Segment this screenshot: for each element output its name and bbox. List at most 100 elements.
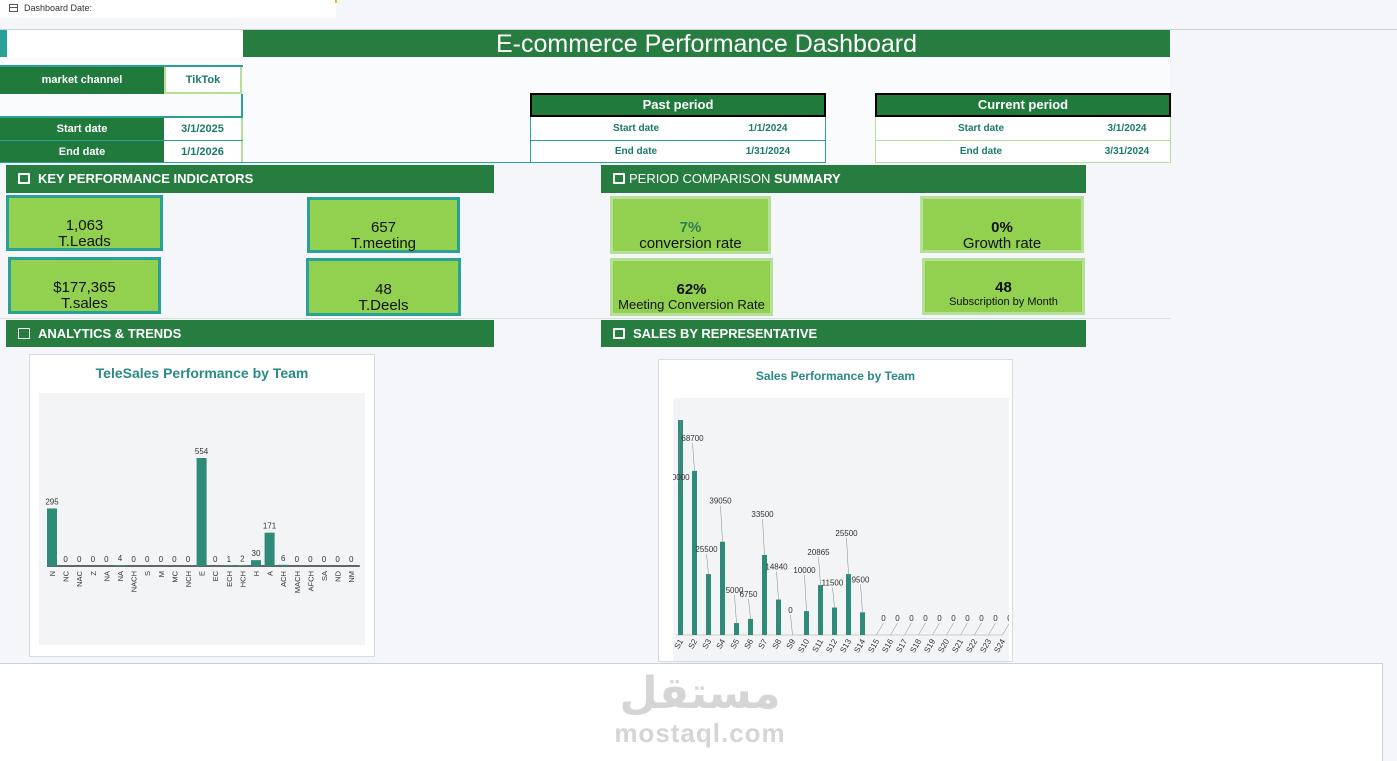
tick-label: S24 [992, 637, 1007, 654]
bar [196, 458, 207, 566]
comparison-value: 7% [679, 219, 702, 236]
tick-label: NACH [130, 571, 139, 592]
tick-label: NAC [75, 570, 84, 586]
divider [0, 162, 531, 163]
bar [762, 554, 767, 635]
leader-line [918, 622, 926, 636]
calendar-icon [9, 4, 18, 12]
bar [846, 574, 851, 635]
box-icon [613, 328, 625, 339]
past-start-label: Start date [612, 123, 660, 134]
data-label: 0 [923, 614, 928, 623]
data-label: 0 [909, 614, 914, 623]
tick-label: M [157, 571, 166, 577]
market-channel-select[interactable]: TikTok [164, 67, 242, 94]
plot-area: 295 N 0 NC 0 NAC 0 Z 0 NA 4 NA 0 NACH 0 S 0 M 0 MC 0 NCH 554 E 0… [39, 393, 365, 645]
tick-label: MACH [293, 571, 302, 593]
tick-label: AFCH [306, 571, 315, 591]
data-label: 11500 [822, 579, 844, 588]
past-period-title: Past period [530, 93, 826, 117]
data-label: 14840 [765, 563, 788, 572]
kpi-label: T.meeting [350, 235, 417, 252]
tick-label: S9 [785, 637, 798, 650]
data-label: 0 [951, 614, 956, 623]
chart-icon [18, 328, 30, 339]
watermark: مستقل mostaql.com [560, 668, 840, 748]
tick-label: S6 [743, 637, 756, 650]
tick-label: NCH [184, 571, 193, 587]
comparison-label: Subscription by Month [949, 296, 1058, 308]
tick-label: EC [211, 570, 220, 581]
data-label: 25500 [695, 545, 718, 554]
analytics-section-title: ANALYTICS & TRENDS [38, 326, 182, 341]
bar [734, 623, 739, 635]
current-start-value: 3/1/2024 [1107, 123, 1147, 134]
bar [264, 532, 275, 566]
tick-label: S2 [687, 637, 700, 650]
end-date-input[interactable]: 1/1/2026 [164, 141, 243, 163]
data-label: 554 [195, 447, 209, 456]
start-date-input[interactable]: 3/1/2025 [164, 118, 243, 140]
cell-marker [335, 0, 337, 3]
data-label: 0 [937, 614, 942, 623]
data-label: 0 [159, 555, 164, 564]
tick-label: SA [320, 571, 329, 581]
tick-label: S7 [757, 637, 770, 650]
kpi-card-deels: 48 T.Deels [306, 258, 461, 316]
comparison-card-growth: 0% Growth rate [920, 196, 1084, 253]
tick-label: S13 [838, 637, 853, 654]
bar [47, 508, 57, 566]
dashboard-date-label: Dashboard Date: [24, 3, 93, 13]
sales-rep-section-header: SALES BY REPRESENTATIVE [601, 320, 1086, 347]
data-label: 171 [263, 522, 277, 531]
leader-line [804, 575, 807, 612]
leader-line [846, 538, 849, 575]
page-title: E-commerce Performance Dashboard [243, 30, 1170, 58]
data-label: 0 [322, 555, 327, 564]
comparison-value: 48 [995, 279, 1012, 296]
tick-label: S23 [978, 637, 993, 654]
tick-label: S8 [771, 637, 784, 650]
leader-line [692, 442, 695, 471]
data-label: 20865 [807, 548, 830, 557]
current-end-value: 3/31/2024 [1104, 146, 1150, 157]
tick-label: S12 [824, 637, 839, 654]
tick-label: MC [170, 570, 179, 582]
comparison-section-header: PERIOD COMPARISON SUMMARY [601, 165, 1086, 193]
data-label: 10000 [793, 566, 816, 575]
kpi-value: $177,365 [53, 279, 116, 296]
leader-line [860, 584, 863, 613]
data-label: 0 [335, 555, 340, 564]
leader-line [832, 587, 835, 608]
tick-label: ACH [279, 571, 288, 587]
tick-label: S1 [673, 637, 686, 650]
data-label: 0 [131, 555, 136, 564]
data-label: 0 [788, 606, 793, 615]
chart-title: TeleSales Performance by Team [95, 365, 309, 381]
data-label: 0 [979, 614, 984, 623]
leader-line [790, 614, 793, 636]
bar [818, 585, 823, 635]
dashboard-date-bar: Dashboard Date: [0, 0, 336, 18]
tick-label: S20 [936, 637, 951, 654]
bar [832, 607, 837, 635]
tick-label: S17 [894, 637, 909, 654]
divider [241, 94, 243, 116]
data-label: 30 [252, 549, 261, 558]
data-label: 6 [281, 554, 286, 563]
data-label: 0 [186, 555, 191, 564]
divider [0, 65, 243, 67]
current-period-title: Current period [875, 93, 1171, 117]
kpi-card-sales: $177,365 T.sales [8, 257, 161, 314]
data-label: 0 [295, 555, 300, 564]
tick-label: S22 [964, 637, 979, 654]
plot-area: 90000 S1 68700 S2 25500 S3 39050 S4 5000 S5 6750 S6… [667, 398, 1012, 661]
tick-label: NA [116, 571, 125, 581]
kpi-value: 48 [375, 281, 392, 298]
bar [860, 612, 865, 635]
tick-label: N [48, 571, 57, 576]
divider [1382, 663, 1383, 761]
data-label: 90000 [673, 473, 690, 482]
leader-line [734, 595, 737, 624]
tick-label: NM [347, 571, 356, 583]
